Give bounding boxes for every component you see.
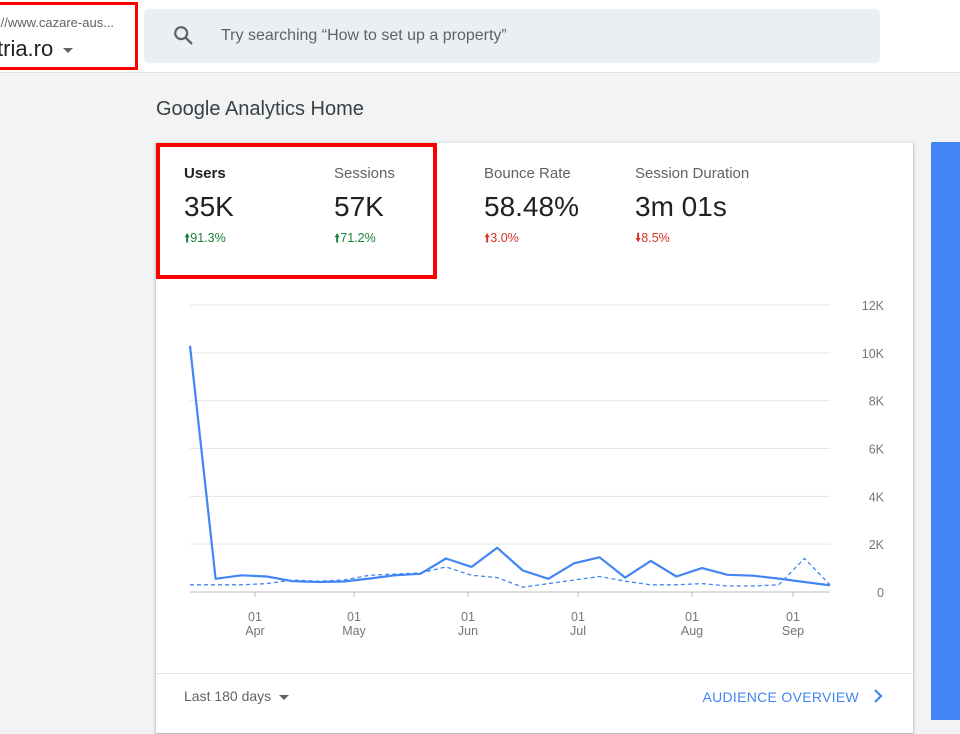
caret-down-icon: [279, 694, 290, 700]
y-tick-label: 10K: [862, 347, 885, 361]
property-name[interactable]: tria.ro: [0, 36, 74, 62]
y-tick-label: 12K: [862, 299, 885, 313]
search-bar[interactable]: Try searching “How to set up a property”: [144, 9, 880, 63]
x-tick-month: Sep: [782, 624, 804, 638]
metric-label: Users: [184, 165, 226, 182]
page-title: Google Analytics Home: [156, 98, 364, 120]
caret-down-icon[interactable]: [63, 47, 74, 53]
metrics-highlight-box: [156, 143, 437, 279]
metric-value: 35K: [184, 191, 234, 222]
metric-change-value: 3.0%: [490, 231, 519, 245]
x-tick-month: May: [342, 624, 366, 638]
metric-change: 🠙3.0%: [484, 229, 579, 250]
x-tick-day: 01: [461, 610, 475, 624]
x-tick-day: 01: [347, 610, 361, 624]
x-tick-month: Jun: [458, 624, 478, 638]
y-tick-label: 4K: [869, 490, 885, 504]
arrow-up-icon: 🠙: [184, 231, 191, 245]
search-placeholder[interactable]: Try searching “How to set up a property”: [221, 27, 507, 44]
card-footer: Last 180 days AUDIENCE OVERVIEW: [156, 673, 913, 734]
metric-change: 🠙71.2%: [334, 229, 395, 250]
metric-label: Session Duration: [635, 165, 750, 182]
series-line-current: [188, 345, 831, 587]
x-tick-day: 01: [786, 610, 800, 624]
analytics-card: Users 35K 🠙91.3% Sessions 57K 🠙71.2% Bou…: [156, 143, 913, 733]
metric-change: 🠛8.5%: [635, 229, 749, 250]
metric-change: 🠙91.3%: [184, 229, 234, 250]
metric-users[interactable]: Users 35K 🠙91.3%: [184, 165, 234, 250]
x-tick-month: Aug: [681, 624, 703, 638]
date-range-label: Last 180 days: [184, 688, 272, 704]
metric-label: Sessions: [334, 165, 395, 182]
audience-overview-link[interactable]: AUDIENCE OVERVIEW: [702, 689, 859, 705]
arrow-down-icon: 🠛: [635, 231, 642, 245]
metric-change-value: 71.2%: [340, 231, 376, 245]
arrow-up-icon: 🠙: [334, 231, 341, 245]
metric-change-value: 8.5%: [641, 231, 670, 245]
metric-session-duration[interactable]: Session Duration 3m 01s 🠛8.5%: [635, 165, 749, 250]
metric-value: 57K: [334, 191, 384, 222]
arrow-up-icon: 🠙: [484, 231, 491, 245]
y-tick-label: 2K: [869, 538, 885, 552]
metric-sessions[interactable]: Sessions 57K 🠙71.2%: [334, 165, 395, 250]
side-panel-card[interactable]: [931, 142, 960, 720]
x-tick-month: Jul: [570, 624, 586, 638]
property-url: ://www.cazare-aus...: [0, 15, 115, 30]
metric-value: 58.48%: [484, 191, 579, 222]
metric-bounce-rate[interactable]: Bounce Rate 58.48% 🠙3.0%: [484, 165, 579, 250]
x-tick-day: 01: [571, 610, 585, 624]
metric-value: 3m 01s: [635, 191, 727, 222]
search-icon: [174, 26, 193, 45]
line-chart[interactable]: 12K10K8K6K4K2K001Apr01May01Jun01Jul01Aug…: [156, 293, 913, 653]
property-name-label: tria.ro: [0, 36, 54, 61]
x-tick-day: 01: [685, 610, 699, 624]
y-tick-label: 8K: [869, 395, 885, 409]
series-line-previous: [190, 557, 831, 588]
y-tick-label: 6K: [869, 443, 885, 457]
x-tick-day: 01: [248, 610, 262, 624]
top-bar: ://www.cazare-aus... tria.ro Try searchi…: [0, 0, 960, 73]
chevron-right-icon[interactable]: [871, 688, 885, 704]
date-range-selector[interactable]: Last 180 days: [184, 688, 290, 704]
y-tick-label: 0: [877, 586, 884, 600]
metric-label: Bounce Rate: [484, 165, 571, 182]
property-selector-highlight[interactable]: ://www.cazare-aus... tria.ro: [0, 2, 138, 70]
metric-change-value: 91.3%: [190, 231, 226, 245]
x-tick-month: Apr: [245, 624, 264, 638]
